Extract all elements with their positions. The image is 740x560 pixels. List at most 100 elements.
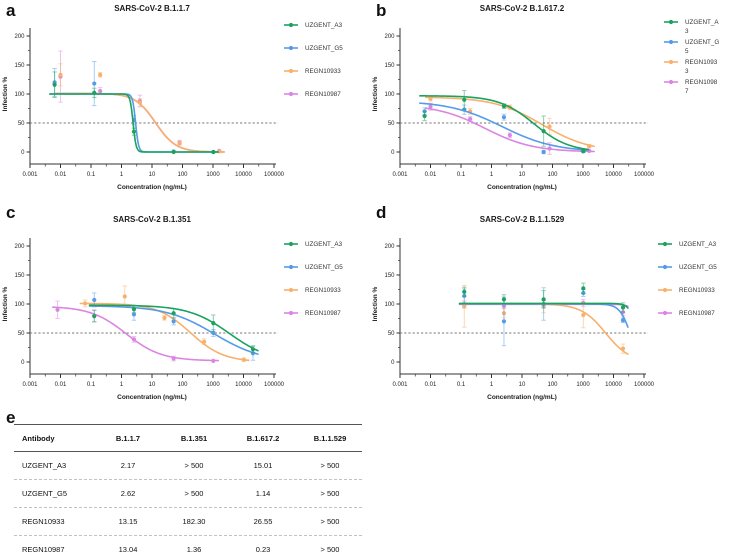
legend-label: REGN10933 [305, 68, 341, 75]
x-tick-label: 1 [490, 382, 494, 388]
data-point [547, 146, 552, 151]
table-cell: > 500 [184, 461, 204, 470]
y-axis-label: Infection % [2, 76, 9, 111]
x-tick-label: 1000 [206, 172, 220, 178]
table-cell: 15.01 [253, 461, 273, 470]
data-point [501, 104, 507, 109]
data-point [501, 319, 507, 324]
y-tick-label: 200 [14, 34, 25, 40]
data-point [507, 133, 512, 138]
x-tick-label: 0.1 [87, 172, 96, 178]
x-axis-label: Concentration (ng/mL) [487, 184, 557, 191]
x-tick-label: 0.1 [457, 172, 466, 178]
series-REGN10987 [424, 102, 595, 155]
legend-marker [288, 310, 294, 316]
legend-label: UZGENT_A3 [305, 22, 343, 29]
x-tick-label: 10 [519, 382, 526, 388]
chart-title: SARS-CoV-2 B.1.1.529 [480, 215, 565, 224]
chart-svg-2: SARS-CoV-2 B.1.351 0 50 100 150 200 0.001 0.01 0… [2, 215, 343, 401]
legend: UZGENT_A3 UZGENT_G5 REGN10933 REGN10987 [284, 241, 343, 317]
data-point [241, 357, 246, 362]
data-point [462, 97, 467, 102]
table-header-b1351: B.1.351 [180, 433, 208, 443]
x-tick-label: 10 [149, 172, 156, 178]
data-point [211, 330, 216, 336]
table-cell: 2.17 [120, 461, 136, 470]
x-axis-label: Concentration (ng/mL) [487, 394, 557, 401]
legend-marker [662, 241, 668, 247]
x-tick-label: 10000 [605, 382, 622, 388]
y-tick-label: 50 [18, 331, 25, 337]
fit-curve [419, 102, 590, 151]
data-point [501, 297, 507, 302]
data-point [541, 149, 546, 155]
x-tick-label: 100000 [634, 382, 655, 388]
legend-label: REGN10987 [305, 91, 341, 98]
panel-label-a: a [6, 1, 16, 20]
x-tick-label: 0.1 [87, 382, 96, 388]
y-tick-label: 50 [18, 121, 25, 127]
y-tick-label: 150 [384, 63, 395, 69]
data-point [122, 294, 127, 299]
table-cell: > 500 [184, 489, 204, 498]
x-tick-label: 0.001 [22, 172, 38, 178]
legend-item-UZGENT_A3: UZGENT_A3 [658, 241, 717, 248]
data-point [581, 286, 586, 291]
legend-marker [668, 79, 674, 85]
x-tick-label: 0.001 [392, 172, 408, 178]
x-tick-label: 100 [547, 382, 558, 388]
data-point [462, 304, 467, 309]
data-point [177, 141, 182, 146]
y-tick-label: 150 [384, 273, 395, 279]
x-tick-label: 1 [120, 382, 124, 388]
series-UZGENT_A3 [49, 71, 220, 155]
legend-item-REGN10987: REGN10987 [284, 310, 341, 317]
x-tick-label: 0.01 [55, 382, 67, 388]
data-point [92, 314, 97, 319]
data-point [52, 82, 57, 87]
legend-marker [288, 45, 294, 51]
series-REGN10987 [52, 300, 220, 363]
data-point [98, 89, 103, 94]
x-tick-label: 10000 [605, 172, 622, 178]
table-row: UZGENT_G5 2.62 > 500 1.14 > 500 [14, 479, 362, 507]
table-cell: 0.23 [255, 545, 271, 554]
series-UZGENT_A3 [458, 282, 629, 313]
x-tick-label: 10 [519, 172, 526, 178]
legend-marker [288, 68, 294, 74]
data-point [171, 311, 176, 316]
table-header-b11529: B.1.1.529 [313, 433, 347, 443]
table-row: UZGENT_A3 2.17 > 500 15.01 > 500 [14, 452, 362, 479]
table-row: REGN10933 13.15 182.30 26.55 > 500 [14, 507, 362, 535]
legend-marker [288, 287, 294, 293]
legend-label: REGN10933 [679, 287, 715, 294]
legend-marker [662, 264, 668, 270]
table-row: REGN10987 13.04 1.36 0.23 > 500 [14, 535, 362, 560]
x-tick-label: 0.01 [425, 382, 437, 388]
table-header-b16172: B.1.617.2 [246, 433, 280, 443]
data-point [171, 356, 176, 361]
legend-item-UZGENT_G5: UZGENT_G5 [284, 264, 343, 271]
y-tick-label: 100 [384, 302, 395, 308]
y-tick-label: 0 [391, 150, 395, 156]
chart-svg-1: SARS-CoV-2 B.1.617.2 0 50 100 150 200 0.001 0.0… [372, 4, 719, 191]
series-UZGENT_G5 [49, 61, 220, 155]
x-tick-label: 100 [177, 382, 188, 388]
fit-curve [424, 107, 595, 153]
data-point [202, 339, 207, 344]
data-point [92, 297, 97, 303]
data-point [171, 319, 176, 324]
y-tick-label: 200 [384, 34, 395, 40]
x-tick-label: 1000 [206, 382, 220, 388]
y-tick-label: 200 [384, 244, 395, 250]
chart-b1351: SARS-CoV-2 B.1.351 0 50 100 150 200 0.001 0.01 0… [0, 200, 370, 415]
fit-curve [79, 302, 250, 362]
y-tick-label: 50 [388, 331, 395, 337]
data-point [92, 81, 97, 86]
table-cell: > 500 [320, 489, 340, 498]
